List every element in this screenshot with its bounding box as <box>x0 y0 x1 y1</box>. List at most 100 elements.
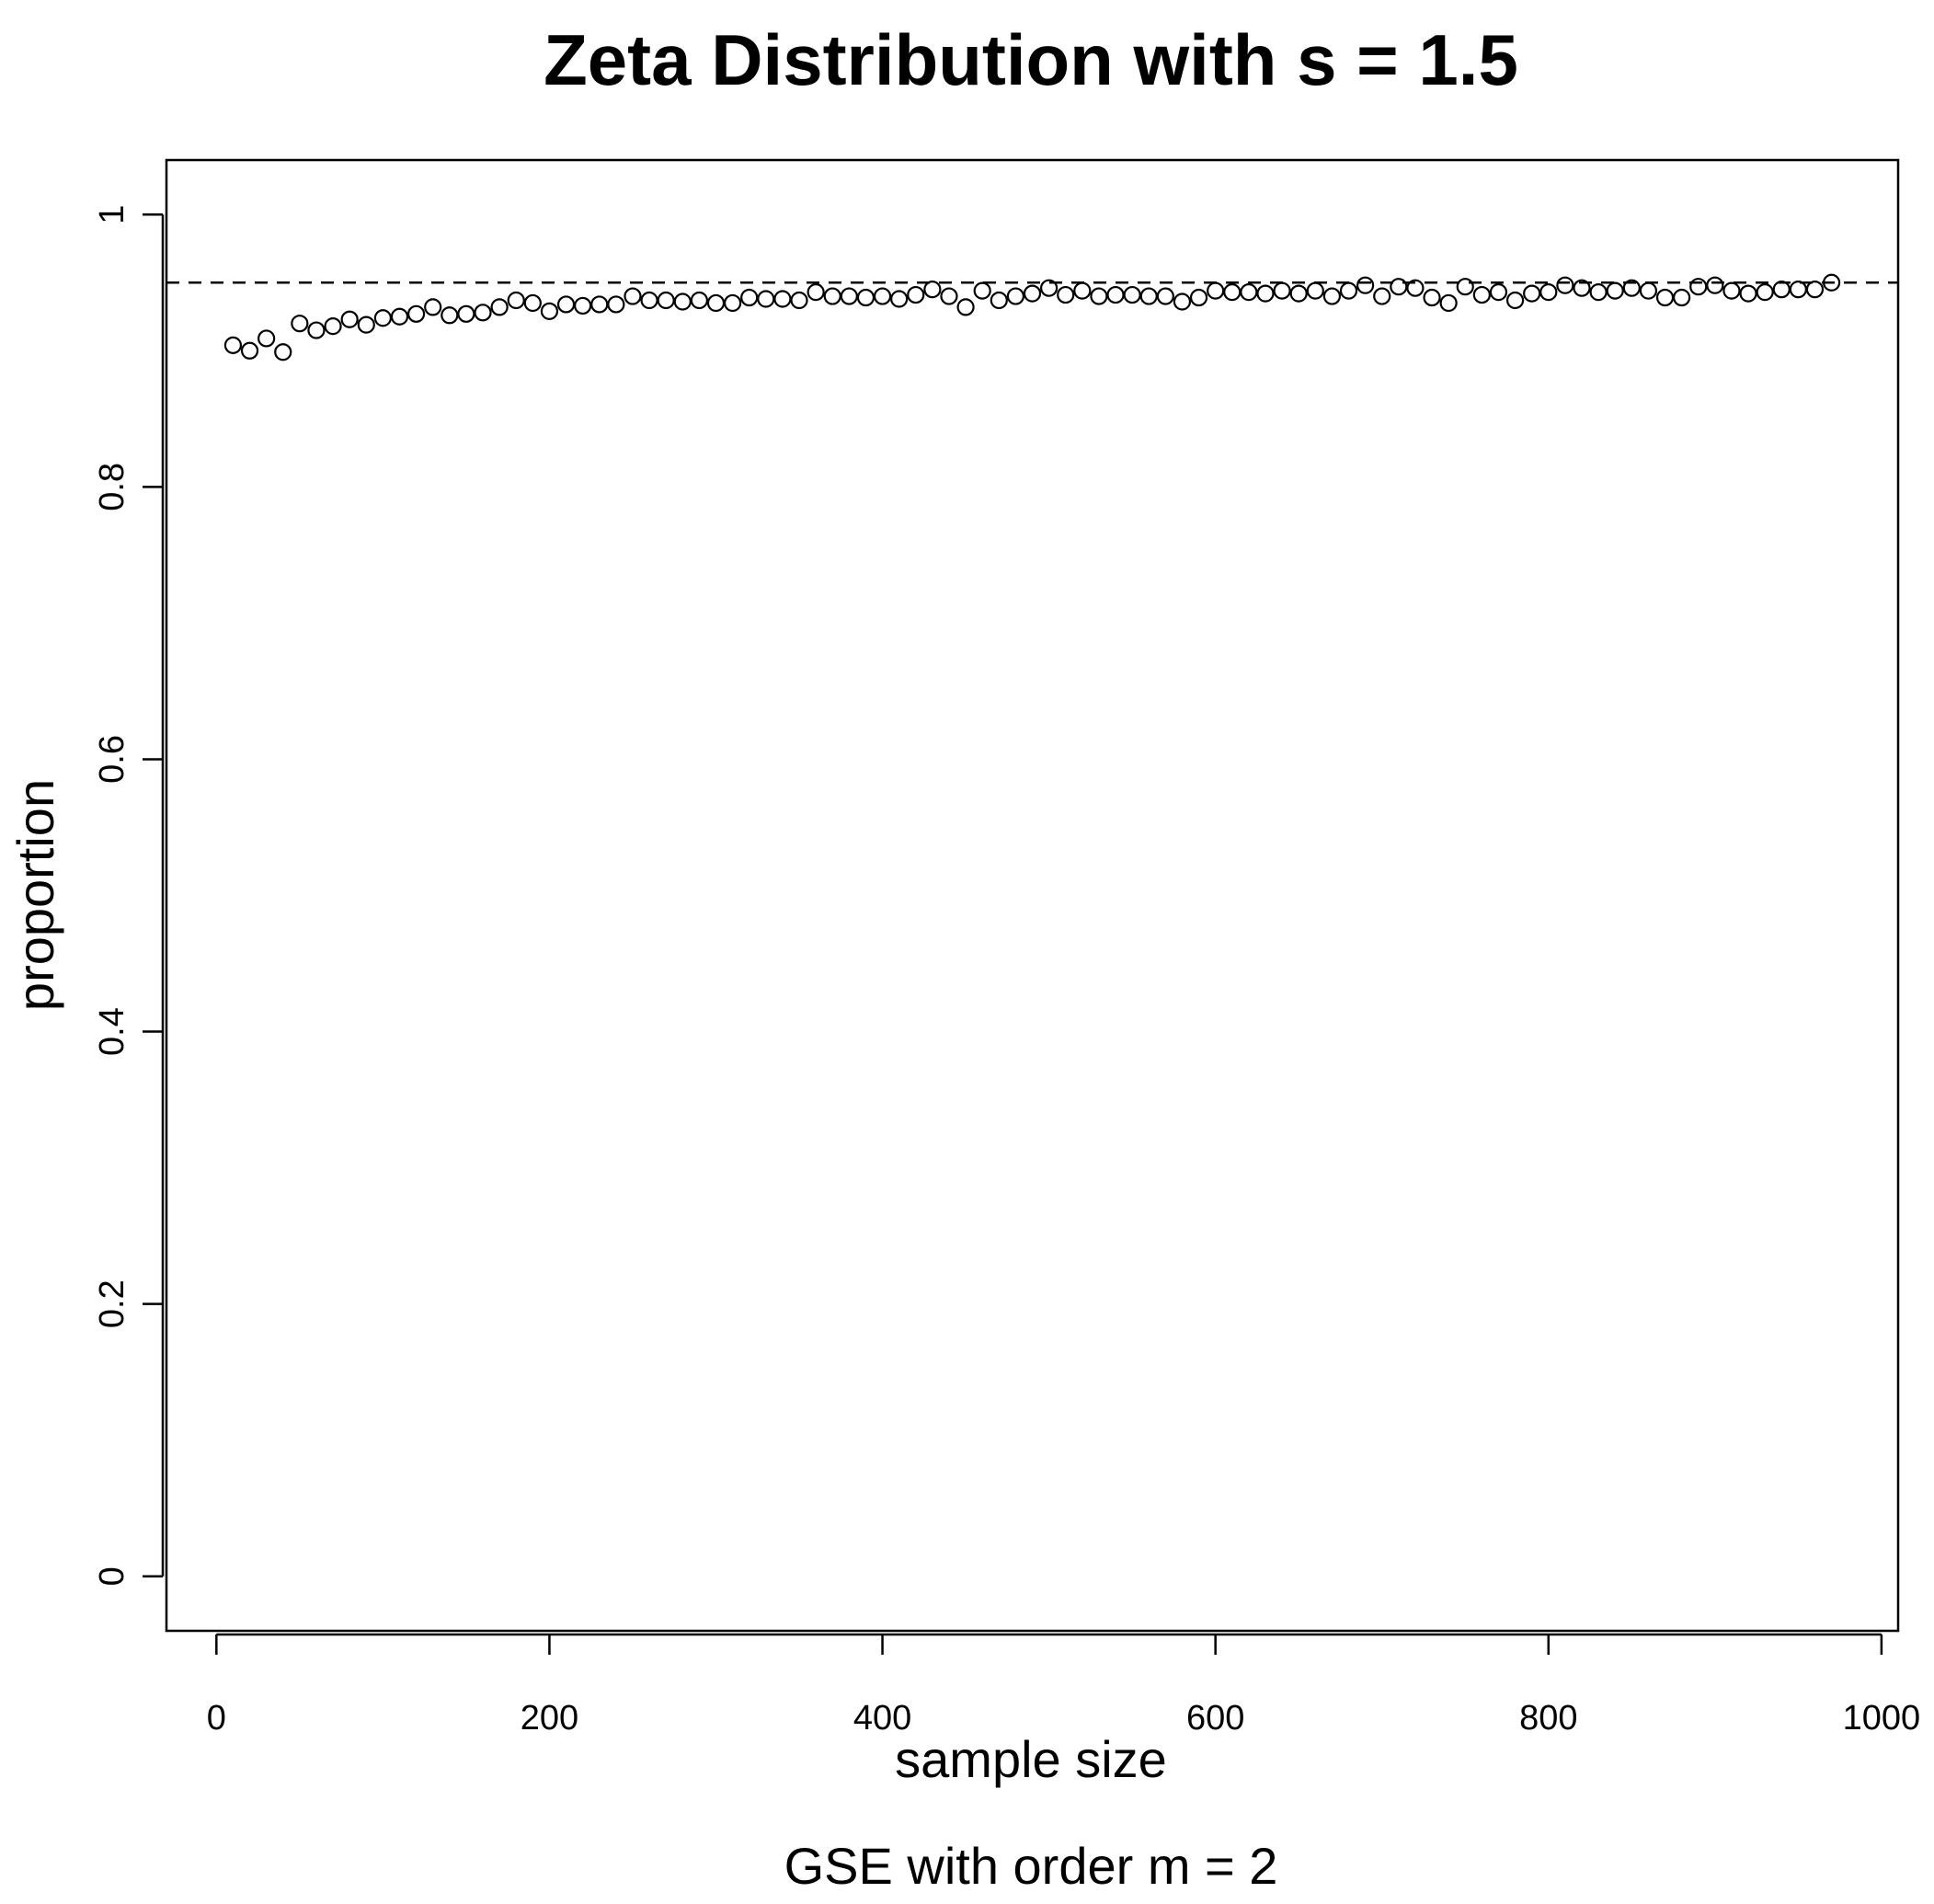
data-point <box>607 295 625 314</box>
data-point <box>307 321 326 339</box>
data-point <box>1173 292 1192 311</box>
data-point <box>1322 287 1342 305</box>
chart-subtitle: GSE with order m = 2 <box>784 1837 1278 1895</box>
data-point <box>690 291 708 310</box>
y-tick-label: 0.6 <box>93 735 132 784</box>
data-point <box>723 293 742 313</box>
data-point <box>1240 283 1258 302</box>
data-point <box>373 309 392 327</box>
data-point <box>340 310 359 328</box>
y-tick-label: 1 <box>93 205 132 224</box>
y-tick-label: 0 <box>93 1566 132 1586</box>
data-point <box>1123 285 1141 304</box>
data-point <box>1090 287 1108 305</box>
data-point <box>1505 291 1525 310</box>
data-point <box>1622 279 1641 297</box>
data-point <box>1156 287 1174 305</box>
x-axis: 0 200 400 600 800 1000 <box>207 1633 1921 1738</box>
data-point <box>1756 283 1774 302</box>
data-point <box>1040 279 1059 297</box>
data-point <box>1706 276 1724 294</box>
data-point <box>706 293 726 313</box>
data-point <box>1589 283 1608 302</box>
y-tick-label: 0.4 <box>93 1007 132 1056</box>
data-point <box>1722 281 1741 300</box>
data-point <box>1073 281 1092 300</box>
data-point <box>1822 273 1841 292</box>
y-tick-label: 0.2 <box>93 1279 132 1328</box>
data-point <box>540 302 559 320</box>
data-point <box>1606 281 1624 300</box>
data-point <box>324 317 342 336</box>
data-point <box>1189 288 1208 307</box>
data-point <box>507 291 525 310</box>
data-point <box>956 298 975 316</box>
data-point <box>840 287 858 305</box>
data-point <box>1539 283 1558 302</box>
data-point <box>1207 281 1225 300</box>
data-point <box>940 287 958 305</box>
data-point <box>1523 284 1541 303</box>
data-point <box>1673 288 1691 307</box>
data-point <box>856 288 875 307</box>
data-point <box>223 336 243 354</box>
data-point <box>673 292 692 311</box>
plot-frame <box>165 158 1900 1633</box>
data-point <box>1006 287 1024 305</box>
data-point <box>1789 281 1807 299</box>
data-point <box>757 290 775 308</box>
data-point <box>457 304 475 323</box>
data-point <box>1339 281 1358 300</box>
data-point <box>1439 293 1458 313</box>
x-tick-label: 800 <box>1519 1699 1577 1738</box>
data-point <box>873 287 892 305</box>
data-point <box>657 291 675 310</box>
data-point <box>1256 284 1275 303</box>
data-point <box>406 304 426 323</box>
data-point <box>1289 284 1308 303</box>
y-tick-label: 0.8 <box>93 463 132 511</box>
data-point <box>490 298 509 316</box>
data-point <box>1639 281 1658 300</box>
data-point <box>556 295 576 314</box>
data-point <box>1273 281 1291 300</box>
chart-title: Zeta Distribution with s = 1.5 <box>544 19 1518 100</box>
data-point <box>441 306 459 325</box>
data-point <box>1223 283 1242 302</box>
x-tick-label: 600 <box>1186 1699 1244 1738</box>
data-point <box>1739 284 1757 303</box>
data-point <box>773 290 792 308</box>
data-point <box>923 281 942 299</box>
data-point <box>790 291 808 310</box>
data-point <box>523 293 542 313</box>
data-point <box>640 291 658 310</box>
data-point <box>1472 285 1491 304</box>
data-point <box>740 288 759 307</box>
data-point <box>823 287 841 305</box>
data-point <box>1456 278 1474 296</box>
data-point <box>1106 285 1125 304</box>
data-point <box>1655 288 1675 307</box>
x-tick-label: 200 <box>521 1699 578 1738</box>
data-point <box>1489 283 1508 302</box>
data-point <box>240 341 259 360</box>
data-point <box>1573 279 1591 297</box>
data-point <box>474 304 492 322</box>
data-point <box>274 343 292 361</box>
data-point <box>973 281 991 300</box>
x-tick-label: 1000 <box>1843 1699 1921 1738</box>
data-point <box>291 315 309 333</box>
data-points <box>223 273 1841 361</box>
data-point <box>574 296 592 315</box>
x-axis-label: sample size <box>895 1730 1167 1788</box>
data-point <box>1373 287 1391 305</box>
data-point <box>1390 278 1408 296</box>
x-tick-label: 0 <box>207 1699 226 1738</box>
data-point <box>590 295 609 314</box>
data-point <box>424 298 442 316</box>
data-point <box>390 307 409 326</box>
data-point <box>1356 276 1375 294</box>
data-point <box>1023 284 1042 303</box>
